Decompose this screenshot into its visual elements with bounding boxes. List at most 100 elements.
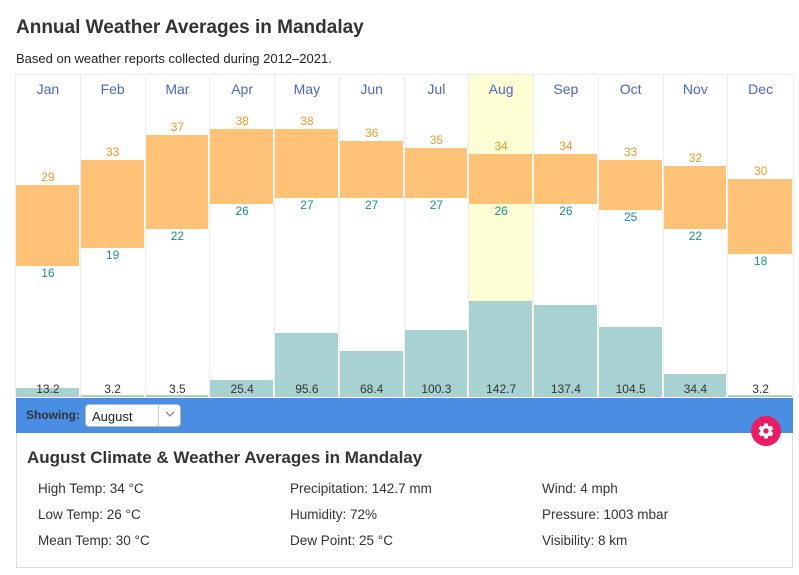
month-column[interactable]: Aug 142.7 34 26 (469, 75, 534, 398)
month-label: Mar (165, 81, 190, 97)
high-temp-label: 30 (753, 163, 768, 178)
month-label: Feb (100, 81, 125, 97)
precip-label: 34.4 (683, 382, 708, 396)
annual-weather-chart: Jan 13.2 29 16 Feb 3.2 33 19 Mar 3.5 37 22 Apr 25.4 38… (15, 74, 794, 398)
stat-wind: Wind: 4 mph (542, 481, 618, 496)
stat-pressure: Pressure: 1003 mbar (542, 507, 669, 522)
high-temp-label: 29 (41, 170, 55, 184)
low-temp-label: 25 (623, 210, 638, 224)
high-temp-label: 37 (170, 120, 185, 134)
low-temp-label: 22 (170, 228, 185, 243)
low-temp-label: 18 (753, 253, 768, 268)
low-temp-label: 19 (105, 247, 120, 262)
month-select[interactable]: August (85, 404, 181, 427)
temp-range-bar (339, 141, 403, 198)
month-details-panel: August Climate & Weather Averages in Man… (16, 433, 793, 568)
month-column[interactable]: Feb 3.2 33 19 (80, 75, 146, 398)
month-label: Dec (748, 81, 774, 97)
precip-bar (728, 394, 792, 397)
month-column[interactable]: Mar 3.5 37 22 (145, 75, 211, 398)
precip-bar (339, 350, 403, 397)
month-label: May (293, 81, 321, 97)
precip-label: 95.6 (295, 382, 319, 396)
month-column[interactable]: Apr 25.4 38 26 (210, 75, 275, 398)
month-label: Aug (488, 81, 514, 97)
month-label: Jan (36, 81, 60, 97)
stat-humidity: Humidity: 72% (290, 507, 378, 522)
month-column[interactable]: Dec 3.2 30 18 (728, 75, 793, 398)
temp-range-bar (663, 166, 727, 229)
precip-label: 3.2 (104, 382, 121, 396)
high-temp-label: 38 (300, 113, 314, 128)
high-temp-label: 35 (429, 132, 444, 147)
precip-bar (145, 394, 209, 397)
temp-range-bar (728, 178, 792, 254)
temp-range-bar (534, 153, 597, 204)
high-temp-label: 32 (688, 151, 703, 166)
precip-label: 3.5 (169, 382, 186, 396)
month-label: Nov (682, 81, 708, 97)
month-label: Apr (231, 81, 254, 97)
details-title: August Climate & Weather Averages in Man… (27, 448, 423, 467)
precip-label: 100.3 (421, 382, 452, 396)
temp-range-bar (598, 160, 662, 210)
temp-range-bar (145, 135, 209, 229)
temp-range-bar (80, 160, 144, 248)
month-column[interactable]: Jan 13.2 29 16 (16, 75, 81, 398)
stat-visibility: Visibility: 8 km (542, 533, 628, 548)
temp-range-bar (404, 147, 468, 198)
settings-button[interactable] (751, 416, 781, 446)
precip-bar (404, 329, 468, 397)
precip-label: 25.4 (230, 382, 254, 396)
precip-bar (210, 379, 273, 397)
month-label: Oct (619, 81, 642, 97)
month-column[interactable]: Jul 100.3 35 27 (404, 75, 470, 398)
month-label: Sep (553, 81, 579, 97)
low-temp-label: 22 (688, 228, 703, 243)
precip-label: 104.5 (615, 382, 646, 396)
stat-low-temp: Low Temp: 26 °C (38, 507, 141, 522)
low-temp-label: 26 (494, 203, 508, 218)
low-temp-label: 27 (364, 197, 379, 212)
precip-label: 13.2 (36, 382, 60, 396)
temp-range-bar (469, 153, 532, 204)
month-column[interactable]: May 95.6 38 27 (275, 75, 340, 398)
low-temp-label: 27 (429, 197, 444, 212)
chevron-down-icon (165, 411, 175, 417)
precip-label: 137.4 (550, 382, 581, 396)
stat-precipitation: Precipitation: 142.7 mm (290, 481, 432, 496)
month-column[interactable]: Sep 137.4 34 26 (534, 75, 599, 398)
precip-bar (598, 326, 662, 397)
high-temp-label: 36 (364, 126, 379, 141)
temp-range-bar (275, 128, 338, 198)
month-column[interactable]: Oct 104.5 33 25 (598, 75, 664, 398)
high-temp-label: 38 (235, 113, 249, 128)
stat-mean-temp: Mean Temp: 30 °C (38, 533, 150, 548)
high-temp-label: 33 (623, 145, 638, 159)
low-temp-label: 26 (235, 203, 249, 218)
precip-bar (16, 388, 79, 397)
month-column[interactable]: Jun 68.4 36 27 (339, 75, 405, 398)
precip-bar (80, 394, 144, 397)
precip-bar (663, 373, 727, 397)
select-divider (158, 405, 159, 426)
precip-bar (275, 332, 338, 397)
low-temp-label: 27 (300, 197, 314, 212)
page-subtitle: Based on weather reports collected durin… (16, 51, 332, 66)
precip-label: 3.2 (752, 382, 769, 396)
temp-range-bar (16, 185, 79, 267)
showing-label: Showing: (26, 408, 80, 422)
high-temp-label: 33 (105, 145, 120, 159)
precip-bar (534, 304, 597, 397)
month-select-value: August (92, 409, 133, 424)
low-temp-label: 16 (41, 266, 55, 281)
high-temp-label: 34 (559, 138, 573, 153)
precip-label: 68.4 (359, 382, 384, 396)
stat-high-temp: High Temp: 34 °C (38, 481, 144, 496)
month-label: Jul (427, 81, 446, 97)
month-selector-bar: Showing: August (16, 398, 793, 433)
precip-bar (469, 300, 532, 397)
high-temp-label: 34 (494, 138, 508, 153)
month-column[interactable]: Nov 34.4 32 22 (663, 75, 729, 398)
gear-icon (758, 423, 774, 439)
